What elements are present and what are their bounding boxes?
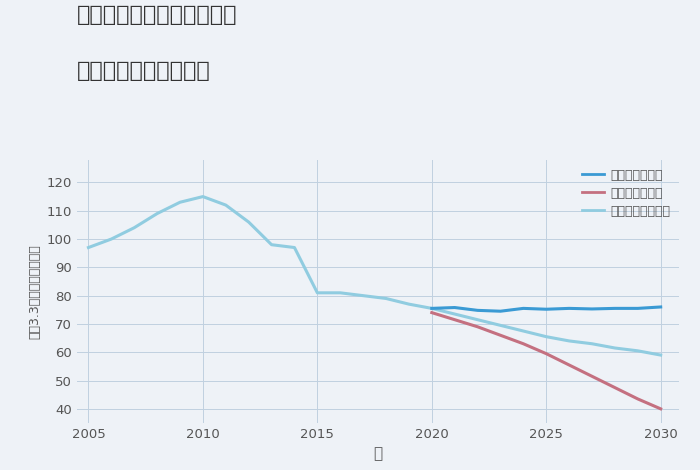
ノーマルシナリオ <box>634 348 642 353</box>
バッドシナリオ <box>473 324 482 329</box>
グッドシナリオ <box>428 306 436 311</box>
グッドシナリオ <box>519 306 528 311</box>
グッドシナリオ <box>634 306 642 311</box>
バッドシナリオ <box>542 351 550 356</box>
ノーマルシナリオ <box>199 194 207 199</box>
バッドシナリオ <box>496 332 505 338</box>
ノーマルシナリオ <box>657 352 665 358</box>
Text: 中古戸建ての価格推移: 中古戸建ての価格推移 <box>77 61 211 81</box>
ノーマルシナリオ <box>588 341 596 346</box>
バッドシナリオ <box>588 374 596 379</box>
Legend: グッドシナリオ, バッドシナリオ, ノーマルシナリオ: グッドシナリオ, バッドシナリオ, ノーマルシナリオ <box>577 164 676 223</box>
ノーマルシナリオ <box>519 328 528 334</box>
ノーマルシナリオ <box>405 301 413 307</box>
グッドシナリオ <box>496 308 505 314</box>
ノーマルシナリオ <box>130 225 139 231</box>
ノーマルシナリオ <box>153 211 161 216</box>
グッドシナリオ <box>588 306 596 312</box>
ノーマルシナリオ <box>267 242 276 248</box>
ノーマルシナリオ <box>451 311 459 317</box>
ノーマルシナリオ <box>428 306 436 311</box>
バッドシナリオ <box>428 310 436 315</box>
Line: バッドシナリオ: バッドシナリオ <box>432 313 661 409</box>
ノーマルシナリオ <box>107 236 116 242</box>
X-axis label: 年: 年 <box>373 446 383 462</box>
グッドシナリオ <box>657 304 665 310</box>
バッドシナリオ <box>451 317 459 322</box>
ノーマルシナリオ <box>496 322 505 328</box>
グッドシナリオ <box>565 306 573 311</box>
グッドシナリオ <box>473 307 482 313</box>
ノーマルシナリオ <box>84 245 92 251</box>
ノーマルシナリオ <box>565 338 573 344</box>
Line: ノーマルシナリオ: ノーマルシナリオ <box>88 196 661 355</box>
ノーマルシナリオ <box>313 290 321 296</box>
Text: 奈良県磯城郡三宅町但馬の: 奈良県磯城郡三宅町但馬の <box>77 5 237 25</box>
バッドシナリオ <box>519 341 528 346</box>
グッドシナリオ <box>542 306 550 312</box>
ノーマルシナリオ <box>473 317 482 322</box>
バッドシナリオ <box>634 396 642 402</box>
Line: グッドシナリオ: グッドシナリオ <box>432 307 661 311</box>
ノーマルシナリオ <box>290 245 299 251</box>
ノーマルシナリオ <box>542 334 550 339</box>
バッドシナリオ <box>657 406 665 412</box>
バッドシナリオ <box>565 362 573 368</box>
ノーマルシナリオ <box>359 293 368 298</box>
グッドシナリオ <box>451 305 459 310</box>
Y-axis label: 坪（3.3㎡）単価（万円）: 坪（3.3㎡）単価（万円） <box>28 244 41 339</box>
ノーマルシナリオ <box>336 290 344 296</box>
ノーマルシナリオ <box>382 296 390 301</box>
ノーマルシナリオ <box>244 219 253 225</box>
バッドシナリオ <box>610 385 619 391</box>
グッドシナリオ <box>610 306 619 311</box>
ノーマルシナリオ <box>176 199 184 205</box>
ノーマルシナリオ <box>222 202 230 208</box>
ノーマルシナリオ <box>610 345 619 351</box>
